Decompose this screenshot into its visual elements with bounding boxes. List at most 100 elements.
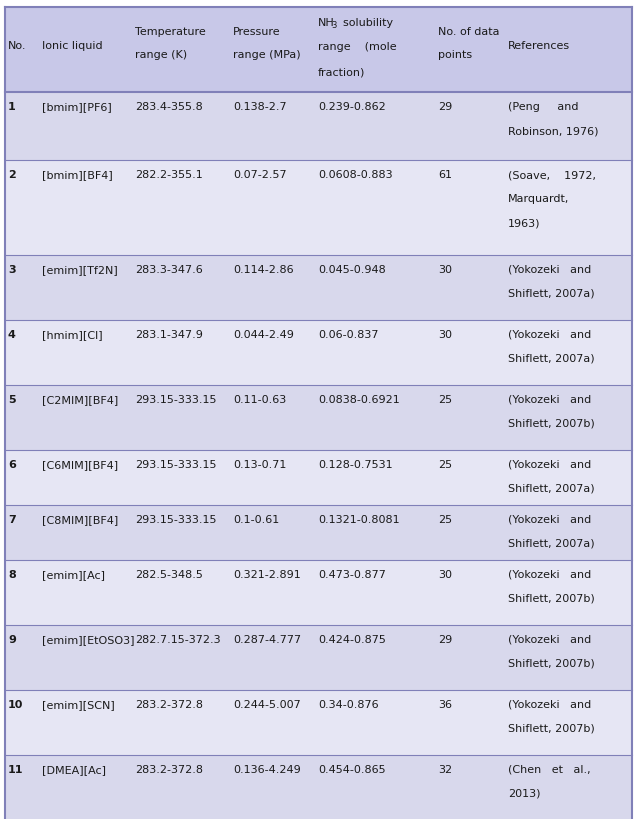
Text: Shiflett, 2007b): Shiflett, 2007b) — [508, 419, 595, 428]
Text: 8: 8 — [8, 569, 16, 579]
Text: 25: 25 — [438, 459, 452, 469]
Bar — [5, 161, 632, 256]
Text: Shiflett, 2007a): Shiflett, 2007a) — [508, 538, 595, 549]
Text: 283.3-347.6: 283.3-347.6 — [135, 265, 203, 274]
Text: 0.07-2.57: 0.07-2.57 — [233, 170, 287, 180]
Text: 0.0838-0.6921: 0.0838-0.6921 — [318, 395, 400, 405]
Text: (Peng     and: (Peng and — [508, 102, 579, 112]
Bar — [5, 755, 632, 819]
Text: 0.11-0.63: 0.11-0.63 — [233, 395, 286, 405]
Text: Robinson, 1976): Robinson, 1976) — [508, 126, 598, 136]
Text: 283.4-355.8: 283.4-355.8 — [135, 102, 203, 112]
Text: 30: 30 — [438, 569, 452, 579]
Bar — [5, 560, 632, 625]
Text: Shiflett, 2007b): Shiflett, 2007b) — [508, 723, 595, 733]
Text: 0.287-4.777: 0.287-4.777 — [233, 634, 301, 645]
Text: Pressure: Pressure — [233, 27, 280, 37]
Text: 11: 11 — [8, 764, 24, 774]
Text: 1: 1 — [8, 102, 16, 112]
Bar — [5, 320, 632, 386]
Text: [emim][EtOSO3]: [emim][EtOSO3] — [42, 634, 134, 645]
Bar — [5, 505, 632, 560]
Text: 2: 2 — [8, 170, 16, 180]
Text: 25: 25 — [438, 514, 452, 524]
Text: Shiflett, 2007a): Shiflett, 2007a) — [508, 483, 595, 493]
Bar — [5, 690, 632, 755]
Text: [C2MIM][BF4]: [C2MIM][BF4] — [42, 395, 118, 405]
Text: (Yokozeki   and: (Yokozeki and — [508, 395, 591, 405]
Text: 4: 4 — [8, 329, 16, 340]
Text: 0.244-5.007: 0.244-5.007 — [233, 699, 301, 709]
Bar — [5, 93, 632, 161]
Text: 282.2-355.1: 282.2-355.1 — [135, 170, 203, 180]
Text: 0.473-0.877: 0.473-0.877 — [318, 569, 386, 579]
Text: [DMEA][Ac]: [DMEA][Ac] — [42, 764, 106, 774]
Text: [bmim][PF6]: [bmim][PF6] — [42, 102, 112, 112]
Text: range (MPa): range (MPa) — [233, 50, 301, 60]
Text: Shiflett, 2007a): Shiflett, 2007a) — [508, 288, 595, 299]
Text: Marquardt,: Marquardt, — [508, 194, 570, 204]
Bar — [5, 256, 632, 320]
Text: [emim][Tf2N]: [emim][Tf2N] — [42, 265, 118, 274]
Text: 0.0608-0.883: 0.0608-0.883 — [318, 170, 392, 180]
Text: 30: 30 — [438, 265, 452, 274]
Bar — [5, 450, 632, 505]
Text: [C8MIM][BF4]: [C8MIM][BF4] — [42, 514, 118, 524]
Text: (Yokozeki   and: (Yokozeki and — [508, 265, 591, 274]
Text: (Soave,    1972,: (Soave, 1972, — [508, 170, 596, 180]
Text: 3: 3 — [331, 20, 337, 29]
Text: NH: NH — [318, 18, 335, 29]
Text: 0.424-0.875: 0.424-0.875 — [318, 634, 386, 645]
Text: 10: 10 — [8, 699, 24, 709]
Text: (Yokozeki   and: (Yokozeki and — [508, 329, 591, 340]
Text: 293.15-333.15: 293.15-333.15 — [135, 514, 216, 524]
Text: 283.1-347.9: 283.1-347.9 — [135, 329, 203, 340]
Text: 61: 61 — [438, 170, 452, 180]
Text: 0.34-0.876: 0.34-0.876 — [318, 699, 379, 709]
Text: 6: 6 — [8, 459, 16, 469]
Text: 0.136-4.249: 0.136-4.249 — [233, 764, 301, 774]
Text: 30: 30 — [438, 329, 452, 340]
Text: range    (mole: range (mole — [318, 42, 397, 52]
Text: 29: 29 — [438, 634, 452, 645]
Text: Shiflett, 2007b): Shiflett, 2007b) — [508, 593, 595, 604]
Text: (Yokozeki   and: (Yokozeki and — [508, 459, 591, 469]
Text: 0.114-2.86: 0.114-2.86 — [233, 265, 294, 274]
Text: (Yokozeki   and: (Yokozeki and — [508, 514, 591, 524]
Text: 3: 3 — [8, 265, 15, 274]
Text: solubility: solubility — [336, 18, 393, 29]
Text: No.: No. — [8, 41, 26, 51]
Text: 2013): 2013) — [508, 788, 541, 798]
Text: fraction): fraction) — [318, 67, 365, 78]
Text: 0.454-0.865: 0.454-0.865 — [318, 764, 386, 774]
Text: (Yokozeki   and: (Yokozeki and — [508, 569, 591, 579]
Text: Temperature: Temperature — [135, 27, 205, 37]
Text: range (K): range (K) — [135, 50, 187, 60]
Text: [hmim][Cl]: [hmim][Cl] — [42, 329, 102, 340]
Text: 7: 7 — [8, 514, 16, 524]
Text: [emim][Ac]: [emim][Ac] — [42, 569, 105, 579]
Text: 0.1321-0.8081: 0.1321-0.8081 — [318, 514, 399, 524]
Text: No. of data: No. of data — [438, 27, 499, 37]
Text: Shiflett, 2007b): Shiflett, 2007b) — [508, 658, 595, 668]
Text: 25: 25 — [438, 395, 452, 405]
Text: 0.044-2.49: 0.044-2.49 — [233, 329, 294, 340]
Bar — [5, 625, 632, 690]
Text: 9: 9 — [8, 634, 16, 645]
Text: 29: 29 — [438, 102, 452, 112]
Text: 32: 32 — [438, 764, 452, 774]
Text: 282.7.15-372.3: 282.7.15-372.3 — [135, 634, 221, 645]
Text: 1963): 1963) — [508, 218, 541, 228]
Bar — [5, 8, 632, 93]
Text: [bmim][BF4]: [bmim][BF4] — [42, 170, 113, 180]
Text: points: points — [438, 50, 472, 60]
Text: (Yokozeki   and: (Yokozeki and — [508, 699, 591, 709]
Text: [emim][SCN]: [emim][SCN] — [42, 699, 115, 709]
Text: 0.1-0.61: 0.1-0.61 — [233, 514, 279, 524]
Text: 0.239-0.862: 0.239-0.862 — [318, 102, 386, 112]
Text: (Yokozeki   and: (Yokozeki and — [508, 634, 591, 645]
Text: 0.128-0.7531: 0.128-0.7531 — [318, 459, 392, 469]
Text: 283.2-372.8: 283.2-372.8 — [135, 699, 203, 709]
Text: 282.5-348.5: 282.5-348.5 — [135, 569, 203, 579]
Text: 293.15-333.15: 293.15-333.15 — [135, 395, 216, 405]
